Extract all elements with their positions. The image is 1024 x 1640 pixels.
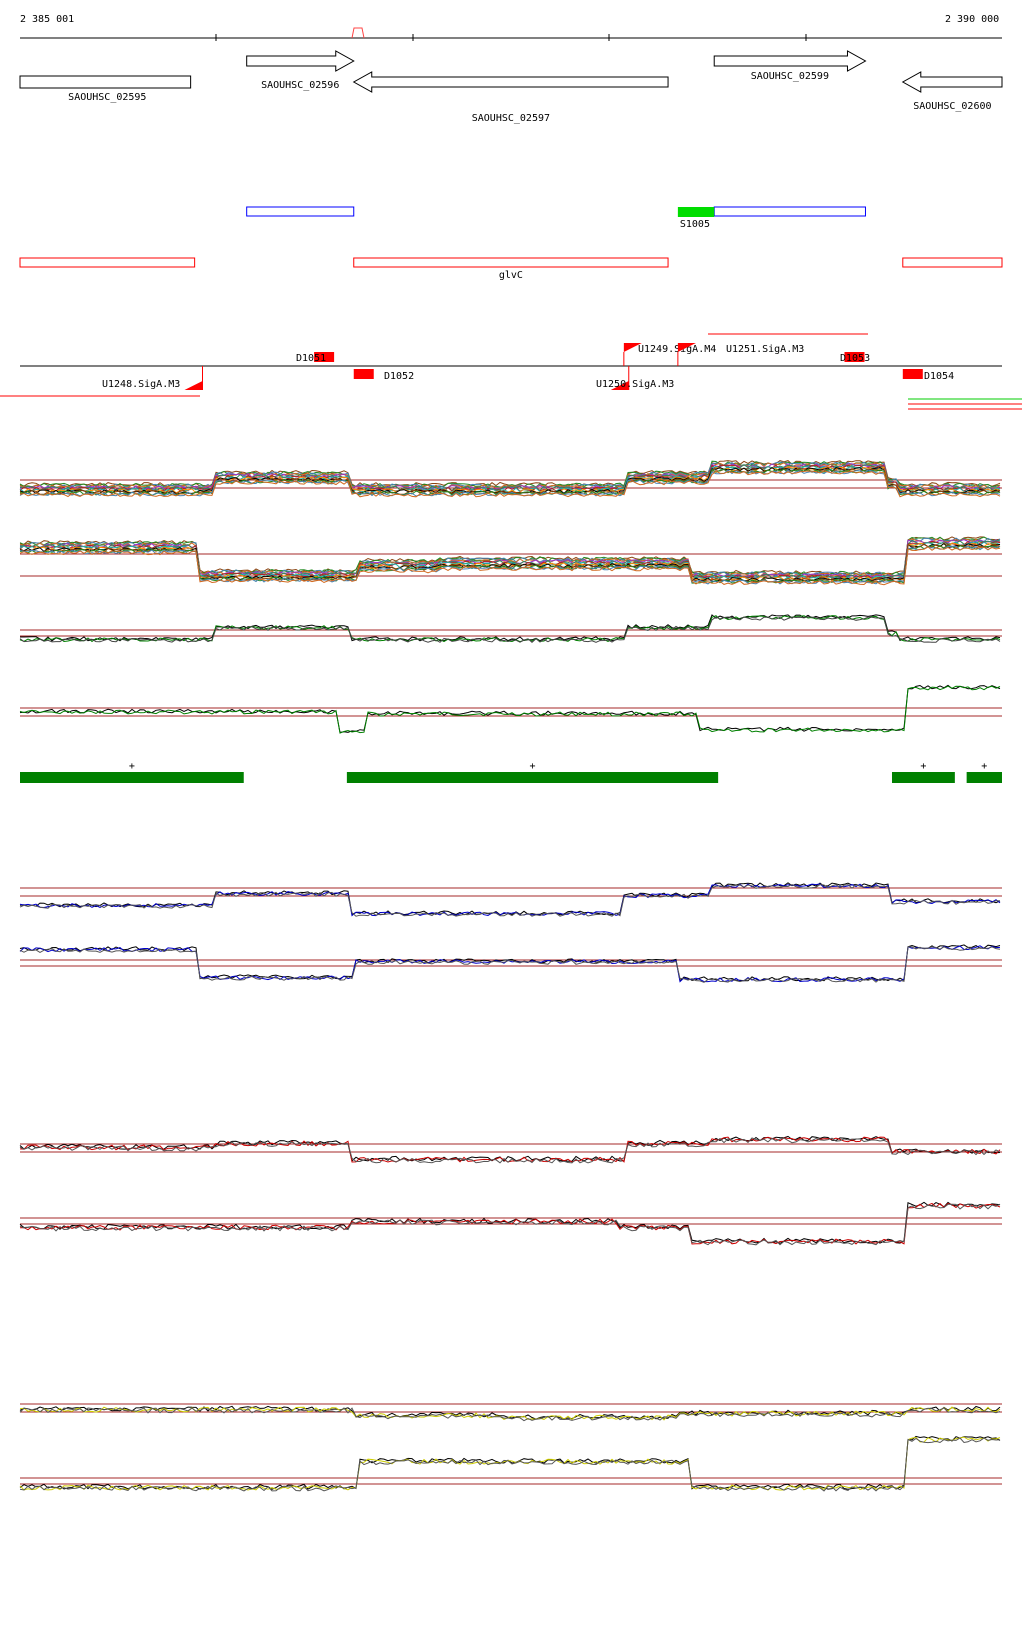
gene-label: SAOUHSC_02596 [261,80,339,91]
segment-label: + [920,761,926,772]
expression-profile-line [19,468,1001,496]
terminator-marker [314,352,335,362]
expression-profile-line [19,1406,1001,1421]
expression-profile-line [19,684,1001,733]
promoter-label: U1251.SigA.M3 [726,344,804,355]
expression-profile-line [19,545,1001,585]
promoter-flag [677,343,696,352]
ruler-start-label: 2 385 001 [20,14,74,25]
gene-arrow-saouhsc_02596 [246,50,355,72]
expression-profile-line [19,540,1001,580]
gene-annotation-track: SAOUHSC_02595 SAOUHSC_02596 SAOUHSC_02597 S… [19,50,1003,124]
terminator-label: D1053 [840,353,870,364]
red-feature-label: glvC [499,270,523,281]
promoter-terminator-track: U1248.SigA.M3 U1249.SigA.M4 U1250.SigA.M3 U… [0,333,1022,410]
red-feature-box [902,257,1003,268]
blue-feature-box [246,206,355,217]
expression-profile-line [19,1405,1001,1420]
gene-arrow-saouhsc_02600 [901,71,1003,93]
gene-label: SAOUHSC_02595 [68,92,146,103]
segment-label: + [529,761,535,772]
expression-profile-line [19,1407,1001,1422]
expression-profile-line [19,462,1001,490]
promoter-flag [623,343,642,352]
expression-profile-line [19,536,1001,575]
segment-bar-track: + + + + [20,761,1002,783]
expression-profile-line [19,543,1001,583]
gene-arrow-saouhsc_02595 [19,75,192,89]
expression-profile-line [19,1135,1001,1162]
expression-profile-line [19,1203,1001,1246]
promoter-label: U1250.SigA.M3 [596,379,674,390]
red-feature-box [353,257,669,268]
blue-feature-box [713,206,866,217]
ruler-marker [351,27,365,39]
expression-profile-line [19,946,1001,983]
segment-bar [20,772,244,783]
segment-bar [891,772,955,783]
blue-feature-track: S1005 [246,206,866,230]
gene-label: SAOUHSC_02597 [472,113,550,124]
ruler-end-label: 2 390 000 [945,14,999,25]
terminator-label: D1052 [384,371,414,382]
green-feature-label: S1005 [680,219,710,230]
expression-profile-line [19,1435,1001,1490]
red-feature-box [19,257,196,268]
expression-profile-line [19,546,1001,586]
expression-profile-line [19,884,1000,917]
expression-profile-line [19,1137,1001,1164]
expression-profile-tracks [19,459,1002,1492]
expression-profile-line [19,470,1001,498]
segment-bar [346,772,719,783]
gene-label: SAOUHSC_02600 [913,101,991,112]
expression-profile-line [19,1202,1001,1245]
terminator-marker [353,369,374,379]
gene-arrow-saouhsc_02597 [352,71,669,93]
coordinate-ruler: 2 385 001 2 390 000 [20,14,1002,41]
expression-profile-line [19,460,1001,488]
terminator-marker [844,352,865,362]
segment-bar [966,772,1002,783]
expression-profile-line [19,883,1001,917]
expression-profile-line [19,1136,1001,1163]
expression-profile-line [19,467,1001,495]
terminator-label: D1054 [924,371,954,382]
expression-profile-line [19,1436,1001,1491]
segment-label: + [129,761,135,772]
gene-label: SAOUHSC_02599 [751,71,829,82]
expression-profile-line [19,538,1001,578]
expression-profile-line [19,469,1001,497]
terminator-label: D1051 [296,353,326,364]
expression-profile-line [19,945,1001,983]
green-feature-box [677,207,715,217]
expression-profile-line [19,685,1001,734]
expression-profile-line [19,615,1001,643]
expression-profile-line [19,466,1001,494]
expression-profile-line [19,944,1001,982]
promoter-flag [610,381,629,390]
promoter-label: U1249.SigA.M4 [638,344,716,355]
red-feature-track: glvC [19,257,1003,281]
terminator-marker [902,369,923,379]
expression-profile-line [19,461,1001,489]
segment-label: + [981,761,987,772]
expression-profile-line [19,1437,1001,1492]
promoter-label: U1248.SigA.M3 [102,379,180,390]
expression-profile-line [19,1201,1001,1244]
promoter-flag [184,381,203,390]
expression-profile-line [19,539,1000,579]
gene-arrow-saouhsc_02599 [713,50,867,72]
